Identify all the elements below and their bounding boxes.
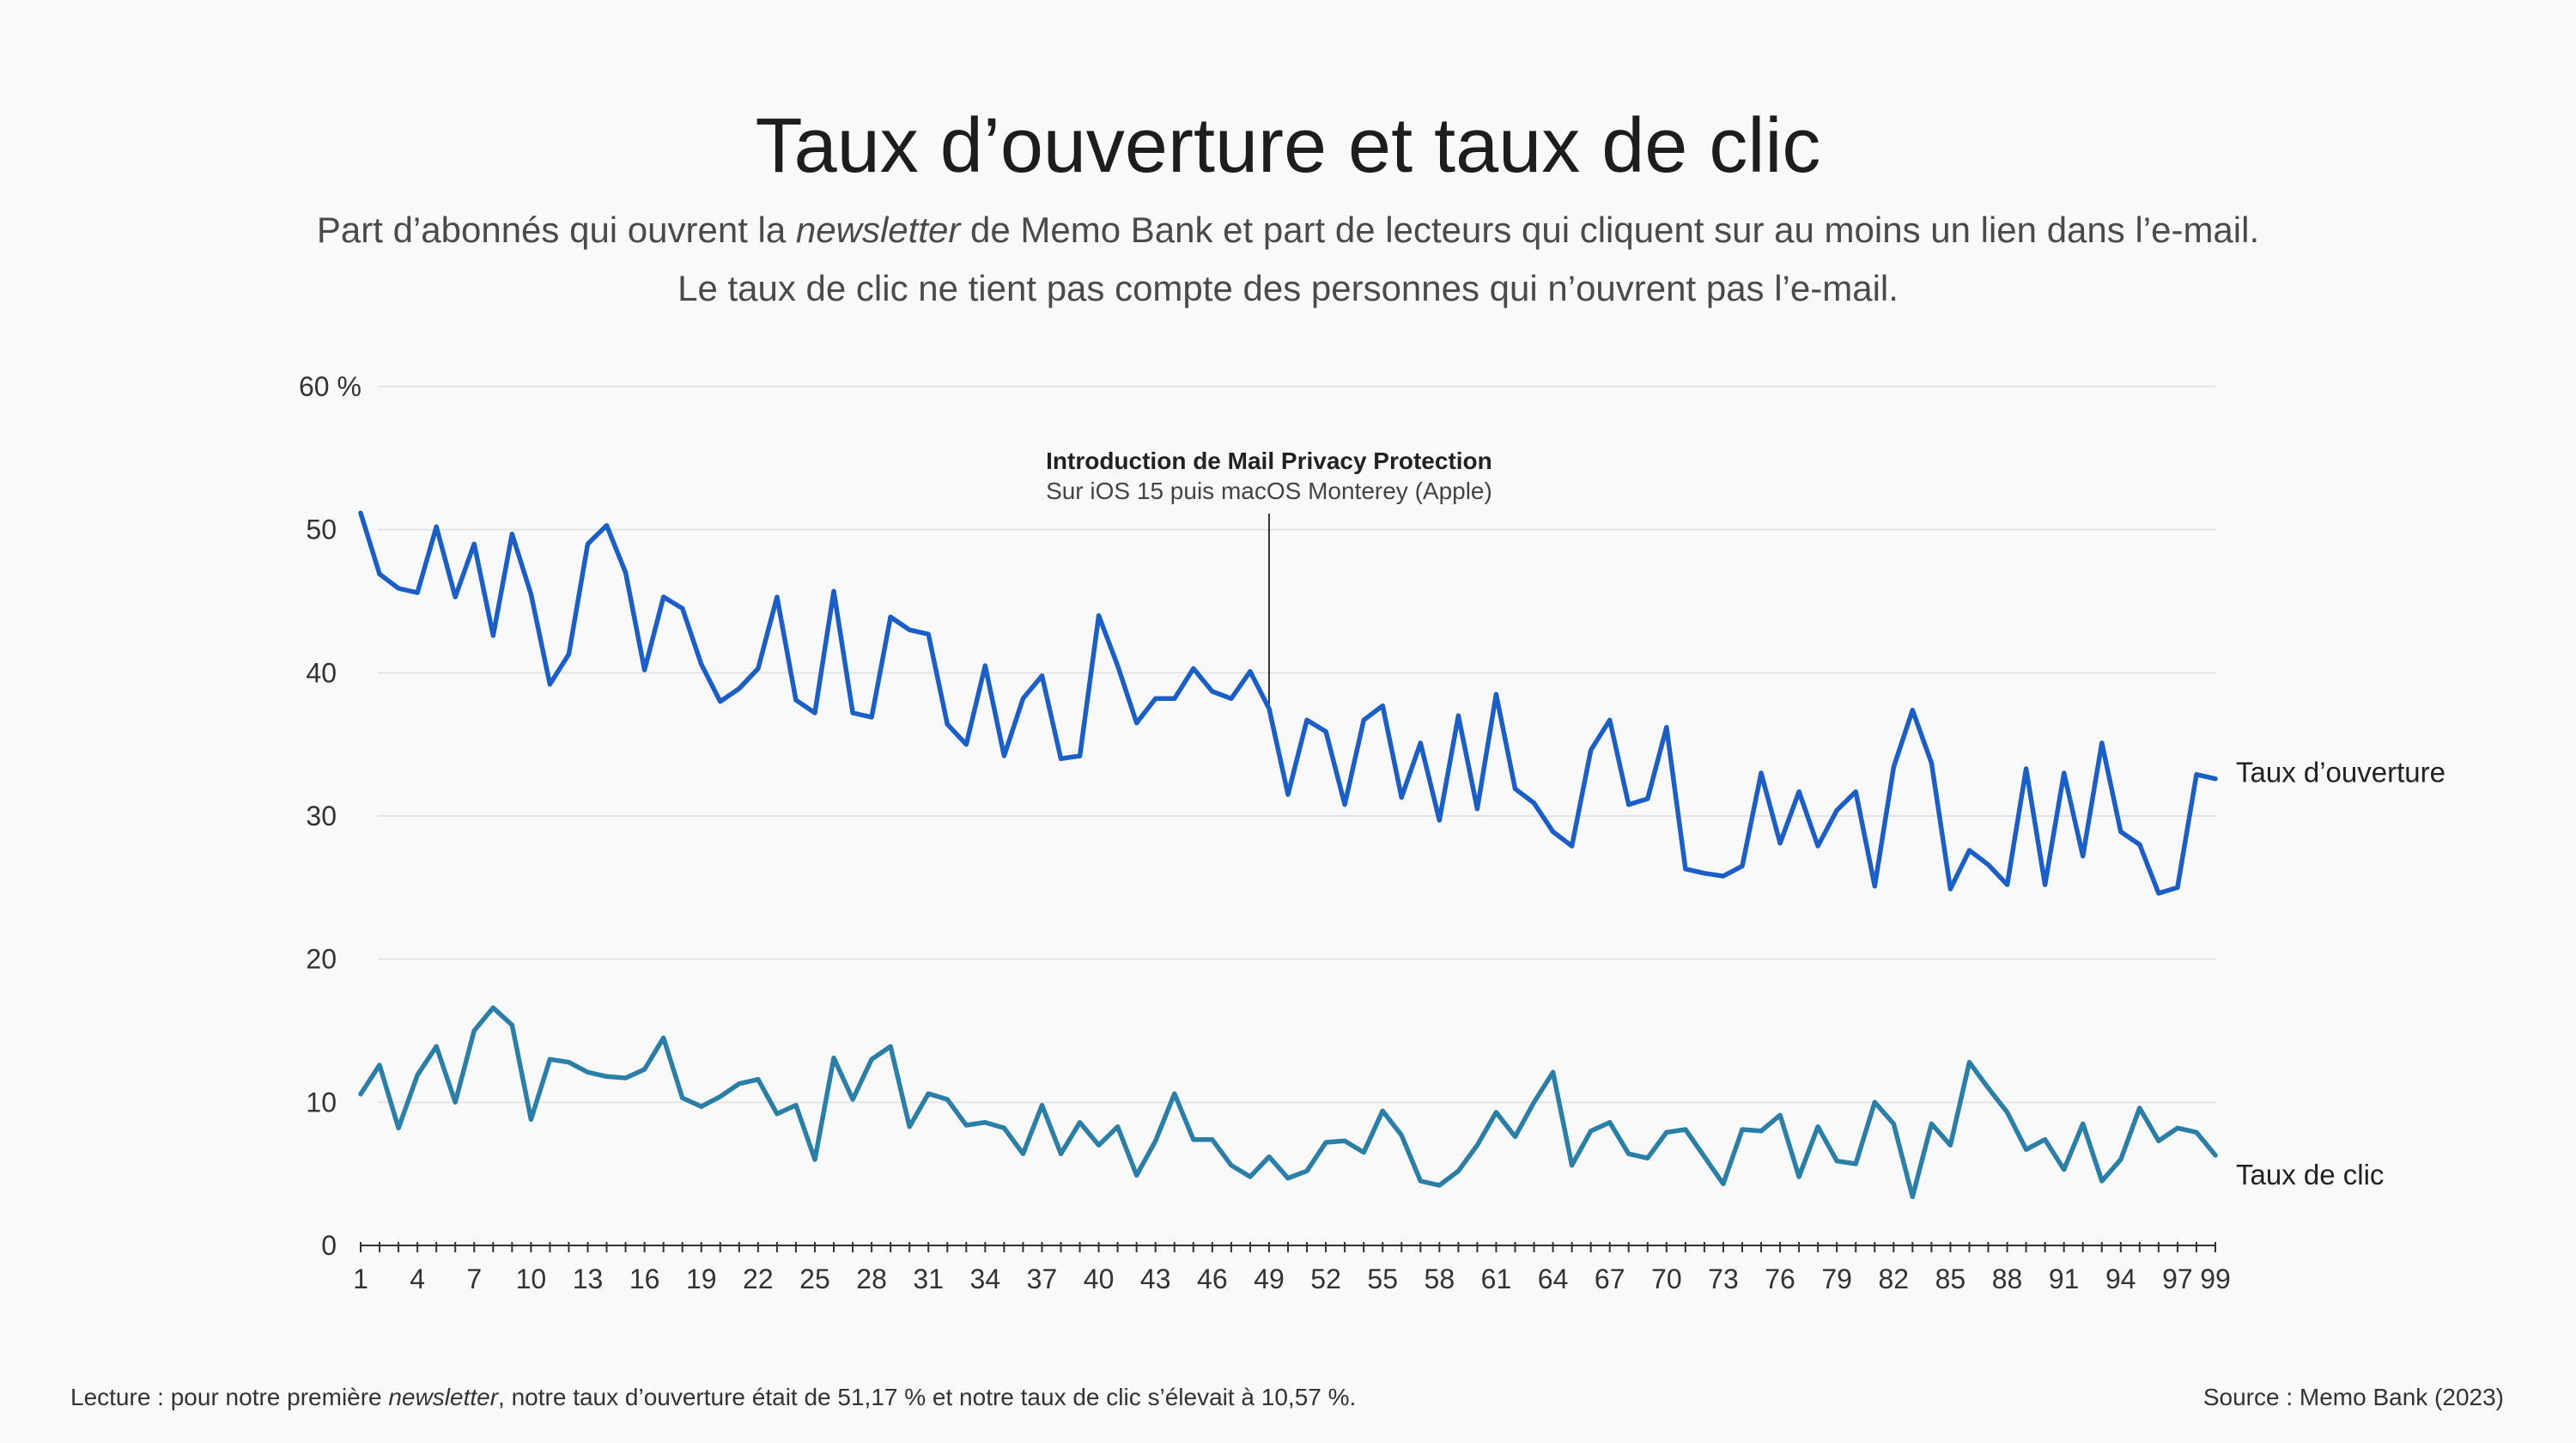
x-tick-label: 43 (1140, 1263, 1171, 1294)
series-labels: Taux d’ouverture Taux de clic (2236, 757, 2445, 1190)
x-tick-label: 91 (2049, 1263, 2080, 1294)
click-rate-label: Taux de clic (2236, 1159, 2384, 1190)
x-tick-label: 82 (1879, 1263, 1910, 1294)
x-tick-label: 64 (1538, 1263, 1569, 1294)
x-tick-label: 79 (1821, 1263, 1852, 1294)
x-tick-label: 94 (2105, 1263, 2136, 1294)
grid-lines (378, 386, 2215, 1104)
x-tick-label: 1 (353, 1263, 368, 1294)
y-tick-label: 20 (306, 944, 337, 975)
x-tick-label: 73 (1708, 1263, 1739, 1294)
series-lines (358, 510, 2218, 1200)
x-axis: 1 4 7 10 13 16 19 22 25 28 31 34 37 40 43 46 49 52 55 58 61 6… (353, 1242, 2231, 1294)
annotation: Introduction de Mail Privacy Protection S… (1046, 448, 1492, 709)
x-tick-label: 99 (2200, 1263, 2231, 1294)
x-tick-label: 76 (1765, 1263, 1795, 1294)
y-axis-ticks: 0 10 20 30 40 50 60 % (299, 371, 361, 1261)
y-tick-label: 60 % (299, 371, 361, 402)
chart-title: Taux d’ouverture et taux de clic (756, 103, 1821, 189)
x-tick-label: 16 (629, 1263, 660, 1294)
x-tick-label: 58 (1425, 1263, 1455, 1294)
subtitle-emphasis: newsletter (796, 210, 962, 250)
reading-emphasis: newsletter (388, 1384, 499, 1410)
x-tick-label: 61 (1481, 1263, 1512, 1294)
y-tick-label: 50 (306, 514, 337, 545)
y-tick-label: 40 (306, 657, 337, 688)
y-tick-label: 0 (321, 1230, 337, 1261)
reading-part: , notre taux d’ouverture était de 51,17 … (498, 1384, 1356, 1410)
x-tick-label: 31 (913, 1263, 944, 1294)
x-tick-label: 4 (410, 1263, 425, 1294)
x-tick-label: 37 (1027, 1263, 1058, 1294)
x-tick-label: 7 (466, 1263, 482, 1294)
y-tick-label: 30 (306, 801, 337, 831)
subtitle-part: Part d’abonnés qui ouvrent la (317, 210, 796, 250)
x-tick-label: 13 (573, 1263, 604, 1294)
x-tick-label: 49 (1254, 1263, 1285, 1294)
chart-subtitle-line1: Part d’abonnés qui ouvrent la newsletter… (317, 210, 2259, 250)
x-tick-label: 10 (516, 1263, 547, 1294)
x-tick-label: 85 (1935, 1263, 1966, 1294)
x-tick-label: 40 (1084, 1263, 1115, 1294)
x-tick-label: 70 (1651, 1263, 1682, 1294)
y-tick-label: 10 (306, 1087, 337, 1117)
x-tick-label: 22 (743, 1263, 774, 1294)
reading-note: Lecture : pour notre première newsletter… (70, 1384, 1356, 1410)
reading-part: Lecture : pour notre première (70, 1384, 388, 1410)
open-rate-line (358, 510, 2218, 896)
x-tick-label: 55 (1367, 1263, 1398, 1294)
subtitle-part: de Memo Bank et part de lecteurs qui cli… (960, 210, 2259, 250)
x-tick-label: 88 (1992, 1263, 2023, 1294)
x-tick-label: 34 (970, 1263, 1001, 1294)
x-tick-label: 67 (1595, 1263, 1625, 1294)
annotation-title: Introduction de Mail Privacy Protection (1046, 448, 1492, 474)
x-tick-label: 97 (2162, 1263, 2193, 1294)
x-tick-label: 25 (799, 1263, 830, 1294)
annotation-subtitle: Sur iOS 15 puis macOS Monterey (Apple) (1046, 478, 1492, 504)
click-rate-line (358, 1005, 2218, 1200)
x-tick-label: 52 (1310, 1263, 1341, 1294)
open-rate-label: Taux d’ouverture (2236, 757, 2445, 788)
chart-subtitle-line2: Le taux de clic ne tient pas compte des … (677, 268, 1899, 308)
source-note: Source : Memo Bank (2023) (2203, 1384, 2504, 1410)
x-tick-label: 46 (1197, 1263, 1228, 1294)
x-tick-label: 19 (686, 1263, 717, 1294)
x-tick-label: 28 (856, 1263, 887, 1294)
